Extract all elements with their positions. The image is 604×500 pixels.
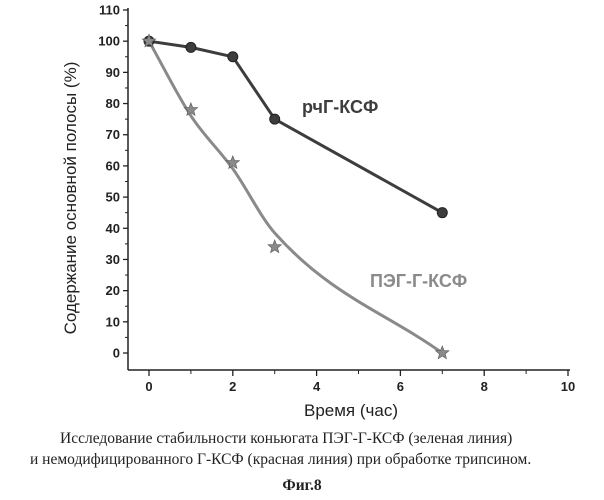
y-tick-label: 20 — [106, 283, 120, 298]
chart-curves — [149, 41, 442, 353]
y-tick-label: 30 — [106, 252, 120, 267]
y-tick-label: 90 — [106, 65, 120, 80]
data-point-rhg-csf — [228, 52, 238, 62]
y-tick-label: 80 — [106, 96, 120, 111]
x-tick-label: 0 — [145, 379, 152, 394]
chart-axes — [128, 8, 570, 370]
y-tick-label: 40 — [106, 221, 120, 236]
series-label-peg-g-csf: ПЭГ-Г-КСФ — [370, 271, 467, 291]
figure-caption-line-1: Исследование стабильности коньюгата ПЭГ-… — [60, 430, 512, 448]
data-point-rhg-csf — [437, 208, 447, 218]
y-tick-label: 110 — [99, 3, 120, 18]
figure-label: Фиг.8 — [0, 477, 604, 495]
x-tick-label: 10 — [561, 379, 575, 394]
x-tick-label: 4 — [313, 379, 321, 394]
x-axis-title: Время (час) — [304, 401, 398, 420]
x-tick-label: 2 — [229, 379, 236, 394]
y-tick-label: 0 — [113, 346, 120, 361]
y-axis-title: Содержание основной полосы (%) — [61, 62, 80, 335]
y-tick-label: 100 — [98, 34, 120, 49]
figure-caption-line-2: и немодифицированного Г-КСФ (красная лин… — [30, 451, 531, 469]
y-tick-label: 60 — [106, 158, 120, 173]
chart-ticks: 0 10 20 30 40 50 60 70 80 90 100 110 0 2 4 6 8 10 — [98, 3, 575, 395]
series-line-rhg-csf — [149, 41, 442, 213]
data-point-rhg-csf — [186, 42, 196, 52]
chart-markers — [142, 34, 449, 359]
line-chart: 0 10 20 30 40 50 60 70 80 90 100 110 0 2 4 6 8 10 Время (… — [0, 0, 604, 425]
y-tick-label: 70 — [106, 127, 120, 142]
data-point-rhg-csf — [270, 114, 280, 124]
series-line-peg-g-csf — [149, 41, 442, 353]
y-tick-label: 50 — [106, 190, 120, 205]
x-tick-label: 6 — [397, 379, 404, 394]
x-tick-label: 8 — [481, 379, 488, 394]
series-label-rhg-csf: рчГ-КСФ — [302, 97, 378, 117]
data-point-peg-g-csf — [268, 240, 281, 253]
y-tick-label: 10 — [106, 314, 120, 329]
